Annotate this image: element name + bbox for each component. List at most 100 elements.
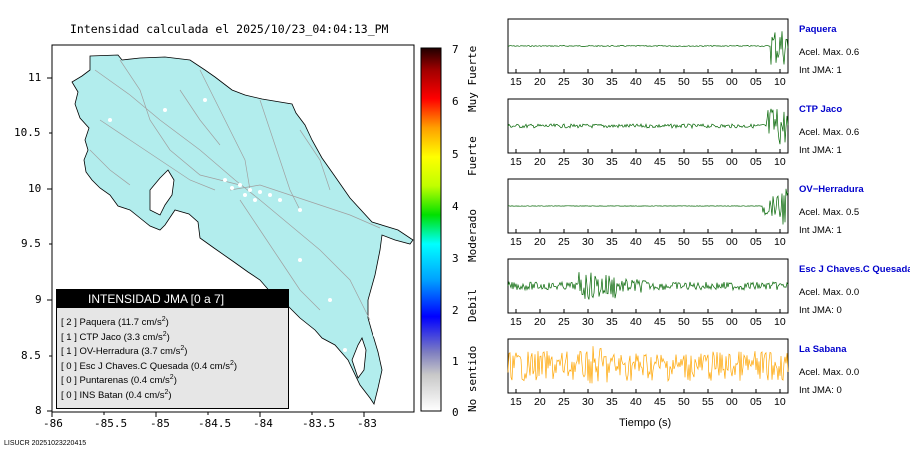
time-tick-label: 15 (510, 236, 522, 248)
waveform-frame (507, 338, 789, 394)
legend-item-exponent: 2 (229, 359, 234, 367)
legend-item-accel: (0.4 cm/s (190, 360, 230, 372)
y-tick-label: 10.5 (14, 126, 41, 139)
station-accel: Acel. Max. 0.0 (799, 287, 860, 298)
legend-item-close: ) (184, 346, 188, 358)
time-tick-label: 20 (534, 156, 546, 168)
map-ticks (47, 77, 365, 417)
station-name: OV−Herradura (799, 184, 864, 195)
time-tick-label: 30 (582, 236, 594, 248)
time-tick-label: 05 (750, 316, 762, 328)
waveform-trace (507, 108, 789, 145)
intensity-color-scale (420, 47, 442, 412)
scale-number: 1 (452, 355, 459, 368)
time-tick-label: 10 (774, 156, 786, 168)
scale-number: 7 (452, 43, 459, 56)
legend-item-exponent: 2 (164, 388, 169, 396)
time-tick-label: 30 (582, 396, 594, 408)
time-tick-label: 50 (678, 396, 690, 408)
time-tick-label: 55 (702, 236, 714, 248)
legend-item: [ 1 ] OV-Herradura (3.7 cm/s2) (57, 342, 288, 357)
legend-item-close: ) (173, 375, 177, 387)
time-tick-label: 25 (558, 396, 570, 408)
time-tick-label: 50 (678, 156, 690, 168)
station-name: La Sabana (799, 344, 847, 355)
legend-item: [ 1 ] CTP Jaco (3.3 cm/s2) (57, 328, 288, 343)
scale-number: 6 (452, 95, 459, 108)
footer-id: LISUCR 20251023220415 (4, 440, 87, 447)
time-tick-label: 55 (702, 156, 714, 168)
time-tick-label: 20 (534, 396, 546, 408)
station-name: Paquera (799, 24, 837, 35)
time-tick-label: 00 (726, 156, 738, 168)
time-tick-label: 20 (534, 236, 546, 248)
time-tick-label: 50 (678, 316, 690, 328)
scale-number: 4 (452, 200, 459, 213)
scale-label: Moderado (466, 209, 479, 262)
legend-item-name: Puntarenas (79, 375, 129, 387)
scale-label: Muy Fuerte (466, 45, 479, 112)
map-title: Intensidad calculada el 2025/10/23_04:04… (70, 22, 389, 36)
time-tick-label: 25 (558, 316, 570, 328)
legend-item-exponent: 2 (161, 316, 166, 323)
y-tick-label: 8.5 (21, 349, 41, 362)
station-jma: Int JMA: 0 (799, 305, 842, 316)
station-accel: Acel. Max. 0.0 (799, 367, 860, 378)
time-tick-label: 05 (750, 156, 762, 168)
time-tick-label: 45 (654, 156, 666, 168)
y-tick-label: 9.5 (21, 237, 41, 250)
x-tick-label: -83 (357, 417, 377, 430)
x-tick-label: -85.5 (94, 417, 128, 430)
x-tick-label: -83.5 (302, 417, 336, 430)
time-tick-label: 15 (510, 76, 522, 88)
time-tick-label: 10 (774, 236, 786, 248)
time-tick-label: 55 (702, 76, 714, 88)
legend-item-name: INS Batan (79, 389, 123, 401)
y-tick-label: 10 (28, 182, 42, 195)
x-tick-label: -86 (43, 417, 63, 430)
time-tick-label: 25 (558, 156, 570, 168)
legend-item-close: ) (233, 360, 238, 372)
legend-item-level: [ 0 ] (61, 375, 77, 387)
station-accel: Acel. Max. 0.6 (799, 47, 860, 58)
waveform-trace (507, 346, 789, 384)
station-jma: Int JMA: 0 (799, 385, 842, 396)
time-tick-label: 30 (582, 76, 594, 88)
time-tick-label: 45 (654, 316, 666, 328)
time-tick-label: 40 (630, 396, 642, 408)
legend-item-exponent: 2 (162, 330, 167, 338)
station-dots (108, 98, 377, 352)
legend-item-accel: (0.4 cm/s (130, 375, 170, 387)
scale-number: 5 (452, 148, 459, 161)
time-tick-label: 05 (750, 236, 762, 248)
legend-item-name: OV-Herradura (79, 346, 139, 358)
time-tick-label: 35 (606, 236, 618, 248)
time-tick-label: 20 (534, 76, 546, 88)
time-tick-label: 45 (654, 396, 666, 408)
time-tick-label: 15 (510, 316, 522, 328)
time-axis-label: Tiempo (s) (619, 417, 672, 429)
time-tick-label: 25 (558, 236, 570, 248)
scale-number: 0 (452, 406, 459, 419)
time-tick-label: 50 (678, 236, 690, 248)
time-tick-label: 00 (726, 396, 738, 408)
legend-item-name: CTP Jaco (79, 331, 122, 343)
time-tick-label: 35 (606, 156, 618, 168)
time-tick-label: 25 (558, 76, 570, 88)
station-jma: Int JMA: 1 (799, 65, 842, 76)
time-tick-label: 35 (606, 396, 618, 408)
time-tick-label: 40 (630, 236, 642, 248)
x-tick-label: -84.5 (198, 417, 232, 430)
time-tick-label: 10 (774, 316, 786, 328)
time-tick-label: 45 (654, 236, 666, 248)
time-tick-label: 15 (510, 396, 522, 408)
scale-label: Debil (466, 288, 479, 322)
legend-item-level: [ 1 ] (61, 331, 77, 343)
waveform-trace (508, 188, 789, 225)
station-accel: Acel. Max. 0.5 (799, 207, 860, 218)
legend-item-exponent: 2 (169, 374, 174, 381)
time-tick-label: 55 (702, 316, 714, 328)
y-tick-label: 9 (35, 293, 42, 306)
legend-item-level: [ 2 ] (61, 317, 77, 329)
x-tick-label: -84 (253, 417, 273, 430)
